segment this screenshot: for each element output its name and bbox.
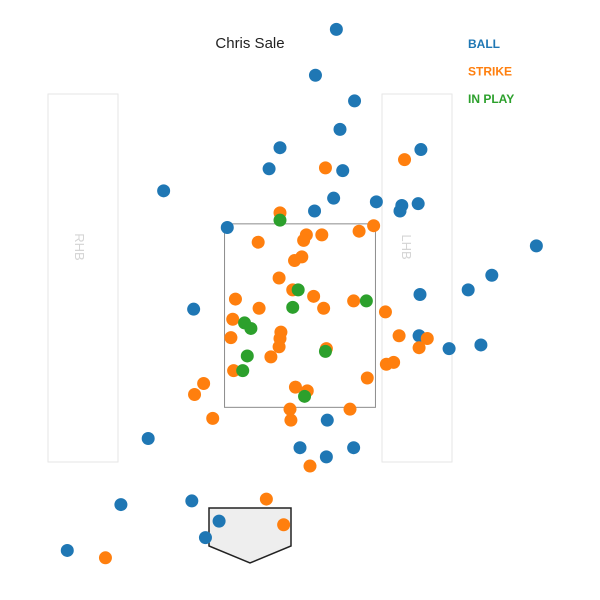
pitch-point <box>60 543 74 557</box>
pitch-point <box>240 349 254 363</box>
pitch-point <box>320 413 334 427</box>
pitch-point <box>197 376 211 390</box>
pitch-point <box>315 228 329 242</box>
pitch-point <box>359 294 373 308</box>
pitch-point <box>303 459 317 473</box>
pitch-point <box>393 204 407 218</box>
pitch-point <box>297 233 311 247</box>
pitch-point <box>308 68 322 82</box>
pitch-point <box>187 302 201 316</box>
pitch-point <box>378 305 392 319</box>
batter-box-right-label: LHB <box>399 234 414 259</box>
pitch-point <box>277 518 291 532</box>
pitch-point <box>228 292 242 306</box>
pitch-point <box>224 331 238 345</box>
pitch-point <box>188 387 202 401</box>
pitch-point <box>259 492 273 506</box>
pitch-point <box>485 268 499 282</box>
pitch-point <box>308 204 322 218</box>
series-in-play <box>236 213 373 403</box>
strike-zone <box>224 223 376 408</box>
pitch-point <box>244 321 258 335</box>
series-ball <box>60 22 543 557</box>
chart-title: Chris Sale <box>215 35 284 52</box>
pitch-point <box>252 301 266 315</box>
pitch-point <box>347 441 361 455</box>
pitch-point <box>293 441 307 455</box>
pitch-point <box>319 450 333 464</box>
pitch-point <box>262 162 276 176</box>
pitch-point <box>307 289 321 303</box>
legend: BALL STRIKE IN PLAY <box>468 37 514 106</box>
pitch-point <box>226 312 240 326</box>
batter-box-left-label: RHB <box>72 233 87 260</box>
pitch-point <box>329 22 343 36</box>
legend-item-ball: BALL <box>468 37 500 51</box>
legend-item-in-play: IN PLAY <box>468 92 514 106</box>
pitch-point <box>318 161 332 175</box>
pitch-point <box>318 344 332 358</box>
pitch-point <box>283 402 297 416</box>
pitch-point <box>114 498 128 512</box>
batter-box-right: LHB <box>381 93 453 463</box>
pitch-point <box>288 254 302 268</box>
pitch-point <box>336 164 350 178</box>
pitch-point <box>461 283 475 297</box>
pitch-point <box>392 329 406 343</box>
pitch-point <box>157 184 171 198</box>
pitch-point <box>98 551 112 565</box>
pitch-point <box>411 197 425 211</box>
pitch-point <box>352 224 366 238</box>
pitch-points <box>60 22 543 565</box>
pitch-point <box>272 271 286 285</box>
pitch-point <box>348 94 362 108</box>
pitch-point <box>412 341 426 355</box>
pitch-point <box>236 364 250 378</box>
pitch-point <box>272 340 286 354</box>
pitch-point <box>288 380 302 394</box>
pitch-point <box>284 413 298 427</box>
pitch-point <box>327 191 341 205</box>
pitch-point <box>413 287 427 301</box>
pitch-point <box>251 235 265 249</box>
pitch-point <box>198 531 212 545</box>
pitch-point <box>420 332 434 346</box>
pitch-point <box>185 494 199 508</box>
pitch-point <box>317 301 331 315</box>
batter-box-left: RHB <box>47 93 119 463</box>
pitch-point <box>442 342 456 356</box>
pitch-point <box>529 239 543 253</box>
pitch-point <box>414 143 428 157</box>
pitch-point <box>343 402 357 416</box>
pitch-point <box>291 283 305 297</box>
pitch-point <box>273 141 287 155</box>
pitch-point <box>369 195 383 209</box>
pitch-point <box>474 338 488 352</box>
pitch-point <box>360 371 374 385</box>
pitch-point <box>398 153 412 167</box>
pitch-point <box>220 221 234 235</box>
pitch-point <box>286 300 300 314</box>
pitch-point <box>387 355 401 369</box>
series-strike <box>98 153 434 565</box>
pitch-point <box>264 350 278 364</box>
pitch-point <box>141 432 155 446</box>
pitch-point <box>298 389 312 403</box>
pitch-point <box>347 294 361 308</box>
pitch-point <box>206 411 220 425</box>
pitch-point <box>212 514 226 528</box>
pitch-point <box>333 122 347 136</box>
pitch-point <box>273 213 287 227</box>
pitch-point <box>367 219 381 233</box>
legend-item-strike: STRIKE <box>468 65 512 79</box>
pitch-point <box>227 364 241 378</box>
